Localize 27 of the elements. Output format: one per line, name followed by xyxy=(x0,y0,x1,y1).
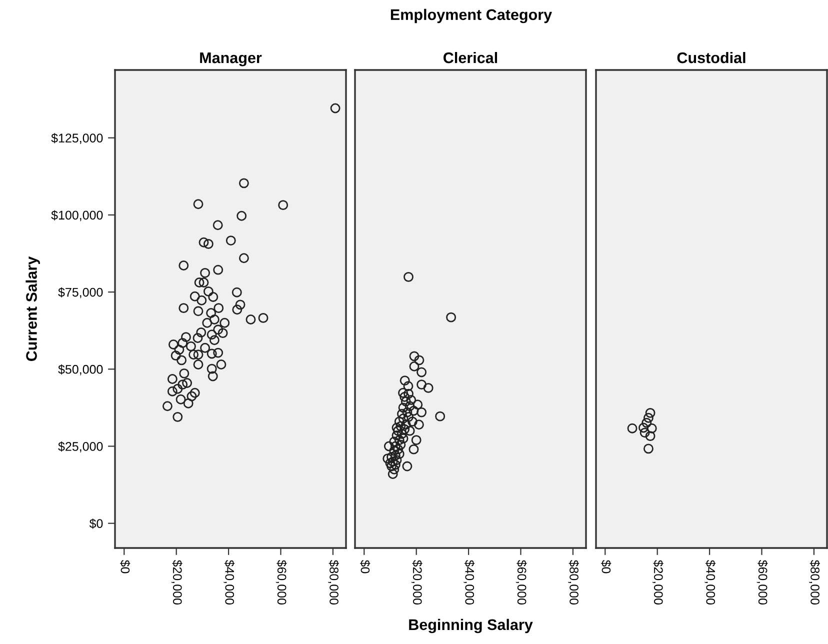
y-tick-label: $75,000 xyxy=(58,287,103,298)
x-tick-label: $40,000 xyxy=(704,560,716,604)
y-axis-title: Current Salary xyxy=(26,256,40,362)
text: Employment Category xyxy=(390,8,552,24)
x-tick-label: $80,000 xyxy=(809,560,820,604)
x-tick-label: $20,000 xyxy=(172,560,182,604)
y-tick-label: $0 xyxy=(89,518,103,529)
y-tick-label: $125,000 xyxy=(51,133,103,144)
x-tick-label: $20,000 xyxy=(652,560,664,604)
x-axis-title: Beginning Salary xyxy=(409,618,533,634)
chart-title: Custodial xyxy=(677,52,746,64)
y-tick-label: $100,000 xyxy=(51,210,103,222)
x-tick-label: $0 xyxy=(120,560,130,574)
chart-title: Manager xyxy=(200,52,262,66)
x-tick-label: $0 xyxy=(360,560,370,574)
x-tick-label: $80,000 xyxy=(328,560,339,604)
y-tick-label: $25,000 xyxy=(58,442,103,452)
x-tick-label: $20,000 xyxy=(412,560,422,604)
y-tick-label: $50,000 xyxy=(58,364,103,376)
x-tick-label: $0 xyxy=(601,560,612,574)
x-tick-label: $60,000 xyxy=(276,560,287,604)
x-tick-label: $60,000 xyxy=(756,560,768,604)
chart-title: Clerical xyxy=(444,52,498,64)
x-tick-label: $80,000 xyxy=(568,560,579,604)
x-tick-label: $40,000 xyxy=(464,560,475,604)
x-tick-label: $40,000 xyxy=(224,560,235,604)
x-tick-label: $60,000 xyxy=(516,560,527,604)
